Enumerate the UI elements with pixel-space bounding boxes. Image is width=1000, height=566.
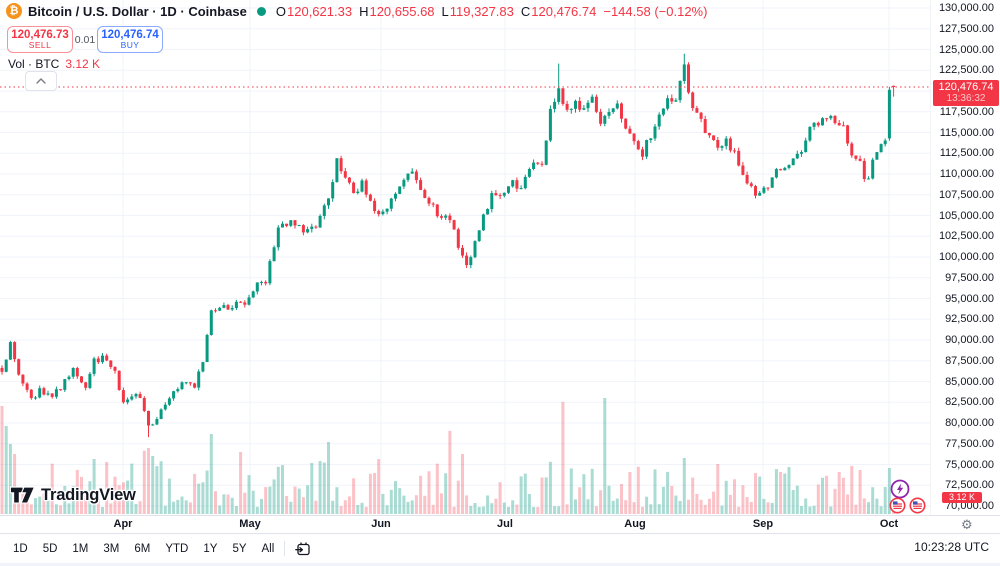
range-button-5y[interactable]: 5Y [232,542,247,555]
sell-price: 120,476.73 [11,29,69,41]
price-axis-label: 117,500.00 [939,105,994,118]
volume-legend: Vol · BTC 3.12 K [8,57,100,71]
bitcoin-icon: ₿ [6,3,22,19]
time-axis-label: Oct [879,518,899,530]
axis-settings-icon[interactable]: ⚙ [961,517,973,532]
price-axis-label: 127,500.00 [938,22,994,35]
us-economic-event-icon[interactable] [909,497,926,519]
price-axis-label: 100,000.00 [938,251,994,263]
open-value: 120,621.33 [287,3,353,19]
price-axis-label: 80,000.00 [945,417,994,429]
time-axis-label: Apr [113,518,133,530]
market-status-dot [256,6,266,16]
range-button-6m[interactable]: 6M [134,542,151,555]
time-axis-label: Aug [624,518,646,530]
close-label: C [520,3,531,19]
price-axis-label: 75,000.00 [945,458,994,471]
high-label: H [359,3,369,19]
chart-pane[interactable]: ₿ Bitcoin / U.S. Dollar · 1D · Coinbase … [0,0,930,515]
range-button-5d[interactable]: 5D [42,542,58,555]
tradingview-logo-text: TradingView [41,486,136,504]
high-value: 120,655.68 [369,3,435,19]
toolbar-divider [284,541,286,556]
price-axis-label: 105,000.00 [938,209,994,222]
price-axis-label: 97,500.00 [945,271,994,284]
range-button-all[interactable]: All [261,542,275,555]
range-button-1m[interactable]: 1M [72,542,89,555]
close-value: 120,476.74 [531,3,597,19]
crypto-event-icon[interactable] [890,479,910,504]
open-label: O [275,3,286,19]
price-axis-label: 82,500.00 [945,396,994,409]
range-button-ytd[interactable]: YTD [165,542,189,555]
low-value: 119,327.83 [449,3,514,19]
time-axis-label: Jul [497,518,513,530]
range-button-3m[interactable]: 3M [103,542,120,555]
price-axis-label: 95,000.00 [945,292,994,305]
calendar-arrow-icon [295,542,310,555]
sell-label: SELL [28,40,52,51]
spread-value: 0.01 [74,33,96,46]
tradingview-logo[interactable]: TradingView [10,486,136,505]
current-price-value: 120,476.74 [938,81,994,93]
price-axis-label: 87,500.00 [945,354,994,367]
price-axis-label: 72,500.00 [945,479,994,492]
change-value: −144.58 (−0.12%) [603,3,708,19]
price-axis[interactable]: 130,000.00 127,500.00 125,000.00 122,500.00… [930,0,1000,515]
candlestick-chart[interactable] [0,0,930,515]
price-axis-label: 77,500.00 [945,437,994,450]
symbol-legend: ₿ Bitcoin / U.S. Dollar · 1D · Coinbase … [6,3,707,19]
price-axis-label: 92,500.00 [945,313,994,326]
utc-clock[interactable]: 10:23:28 UTC [914,540,989,554]
tradingview-logo-icon [10,486,35,504]
buy-price: 120,476.74 [101,29,159,41]
buy-label: BUY [120,40,140,51]
price-axis-label: 70,000.00 [945,500,994,512]
date-range-switcher: 1D 5D 1M 3M 6M YTD 1Y 5Y All [0,541,275,557]
time-axis[interactable]: Apr May Jun Jul Aug Sep Oct ⚙ [0,515,1000,533]
price-axis-label: 102,500.00 [938,230,994,243]
price-axis-label: 85,000.00 [945,375,994,388]
us-economic-event-icon[interactable] [889,497,906,519]
current-price-badge: 120,476.74 13:36:32 [933,80,999,107]
price-axis-label: 122,500.00 [938,64,994,77]
price-axis-label: 130,000.00 [938,2,994,14]
symbol-title[interactable]: Bitcoin / U.S. Dollar · 1D · Coinbase [28,3,247,19]
trade-buttons: 120,476.73 SELL 0.01 120,476.74 BUY [7,26,163,53]
time-axis-label: Jun [371,518,391,530]
bottom-toolbar: 1D 5D 1M 3M 6M YTD 1Y 5Y All 10:23:28 UTC [0,533,1000,563]
price-axis-label: 110,000.00 [939,168,994,180]
volume-value: 3.12 K [65,57,101,71]
volume-label: Vol · BTC [8,57,60,71]
price-axis-label: 90,000.00 [945,334,994,346]
ohlc-values: O 120,621.33 H 120,655.68 L 119,327.83 C 120… [276,4,708,19]
low-label: L [441,3,449,19]
bar-countdown: 13:36:32 [946,93,986,105]
time-axis-label: May [239,518,261,530]
time-axis-label: Sep [752,518,774,530]
price-axis-label: 107,500.00 [938,188,994,201]
chevron-up-icon [36,78,46,84]
price-axis-label: 115,000.00 [939,126,994,139]
price-axis-label: 125,000.00 [938,43,994,56]
pane-collapse-button[interactable] [25,71,57,91]
sell-button[interactable]: 120,476.73 SELL [7,26,73,53]
range-button-1d[interactable]: 1D [13,542,28,555]
buy-button[interactable]: 120,476.74 BUY [97,26,163,53]
current-volume-badge: 3.12 K [942,492,982,503]
price-axis-label: 112,500.00 [939,147,994,160]
range-button-1y[interactable]: 1Y [203,542,218,555]
bottom-edge [0,563,1000,566]
go-to-date-button[interactable] [295,541,311,557]
